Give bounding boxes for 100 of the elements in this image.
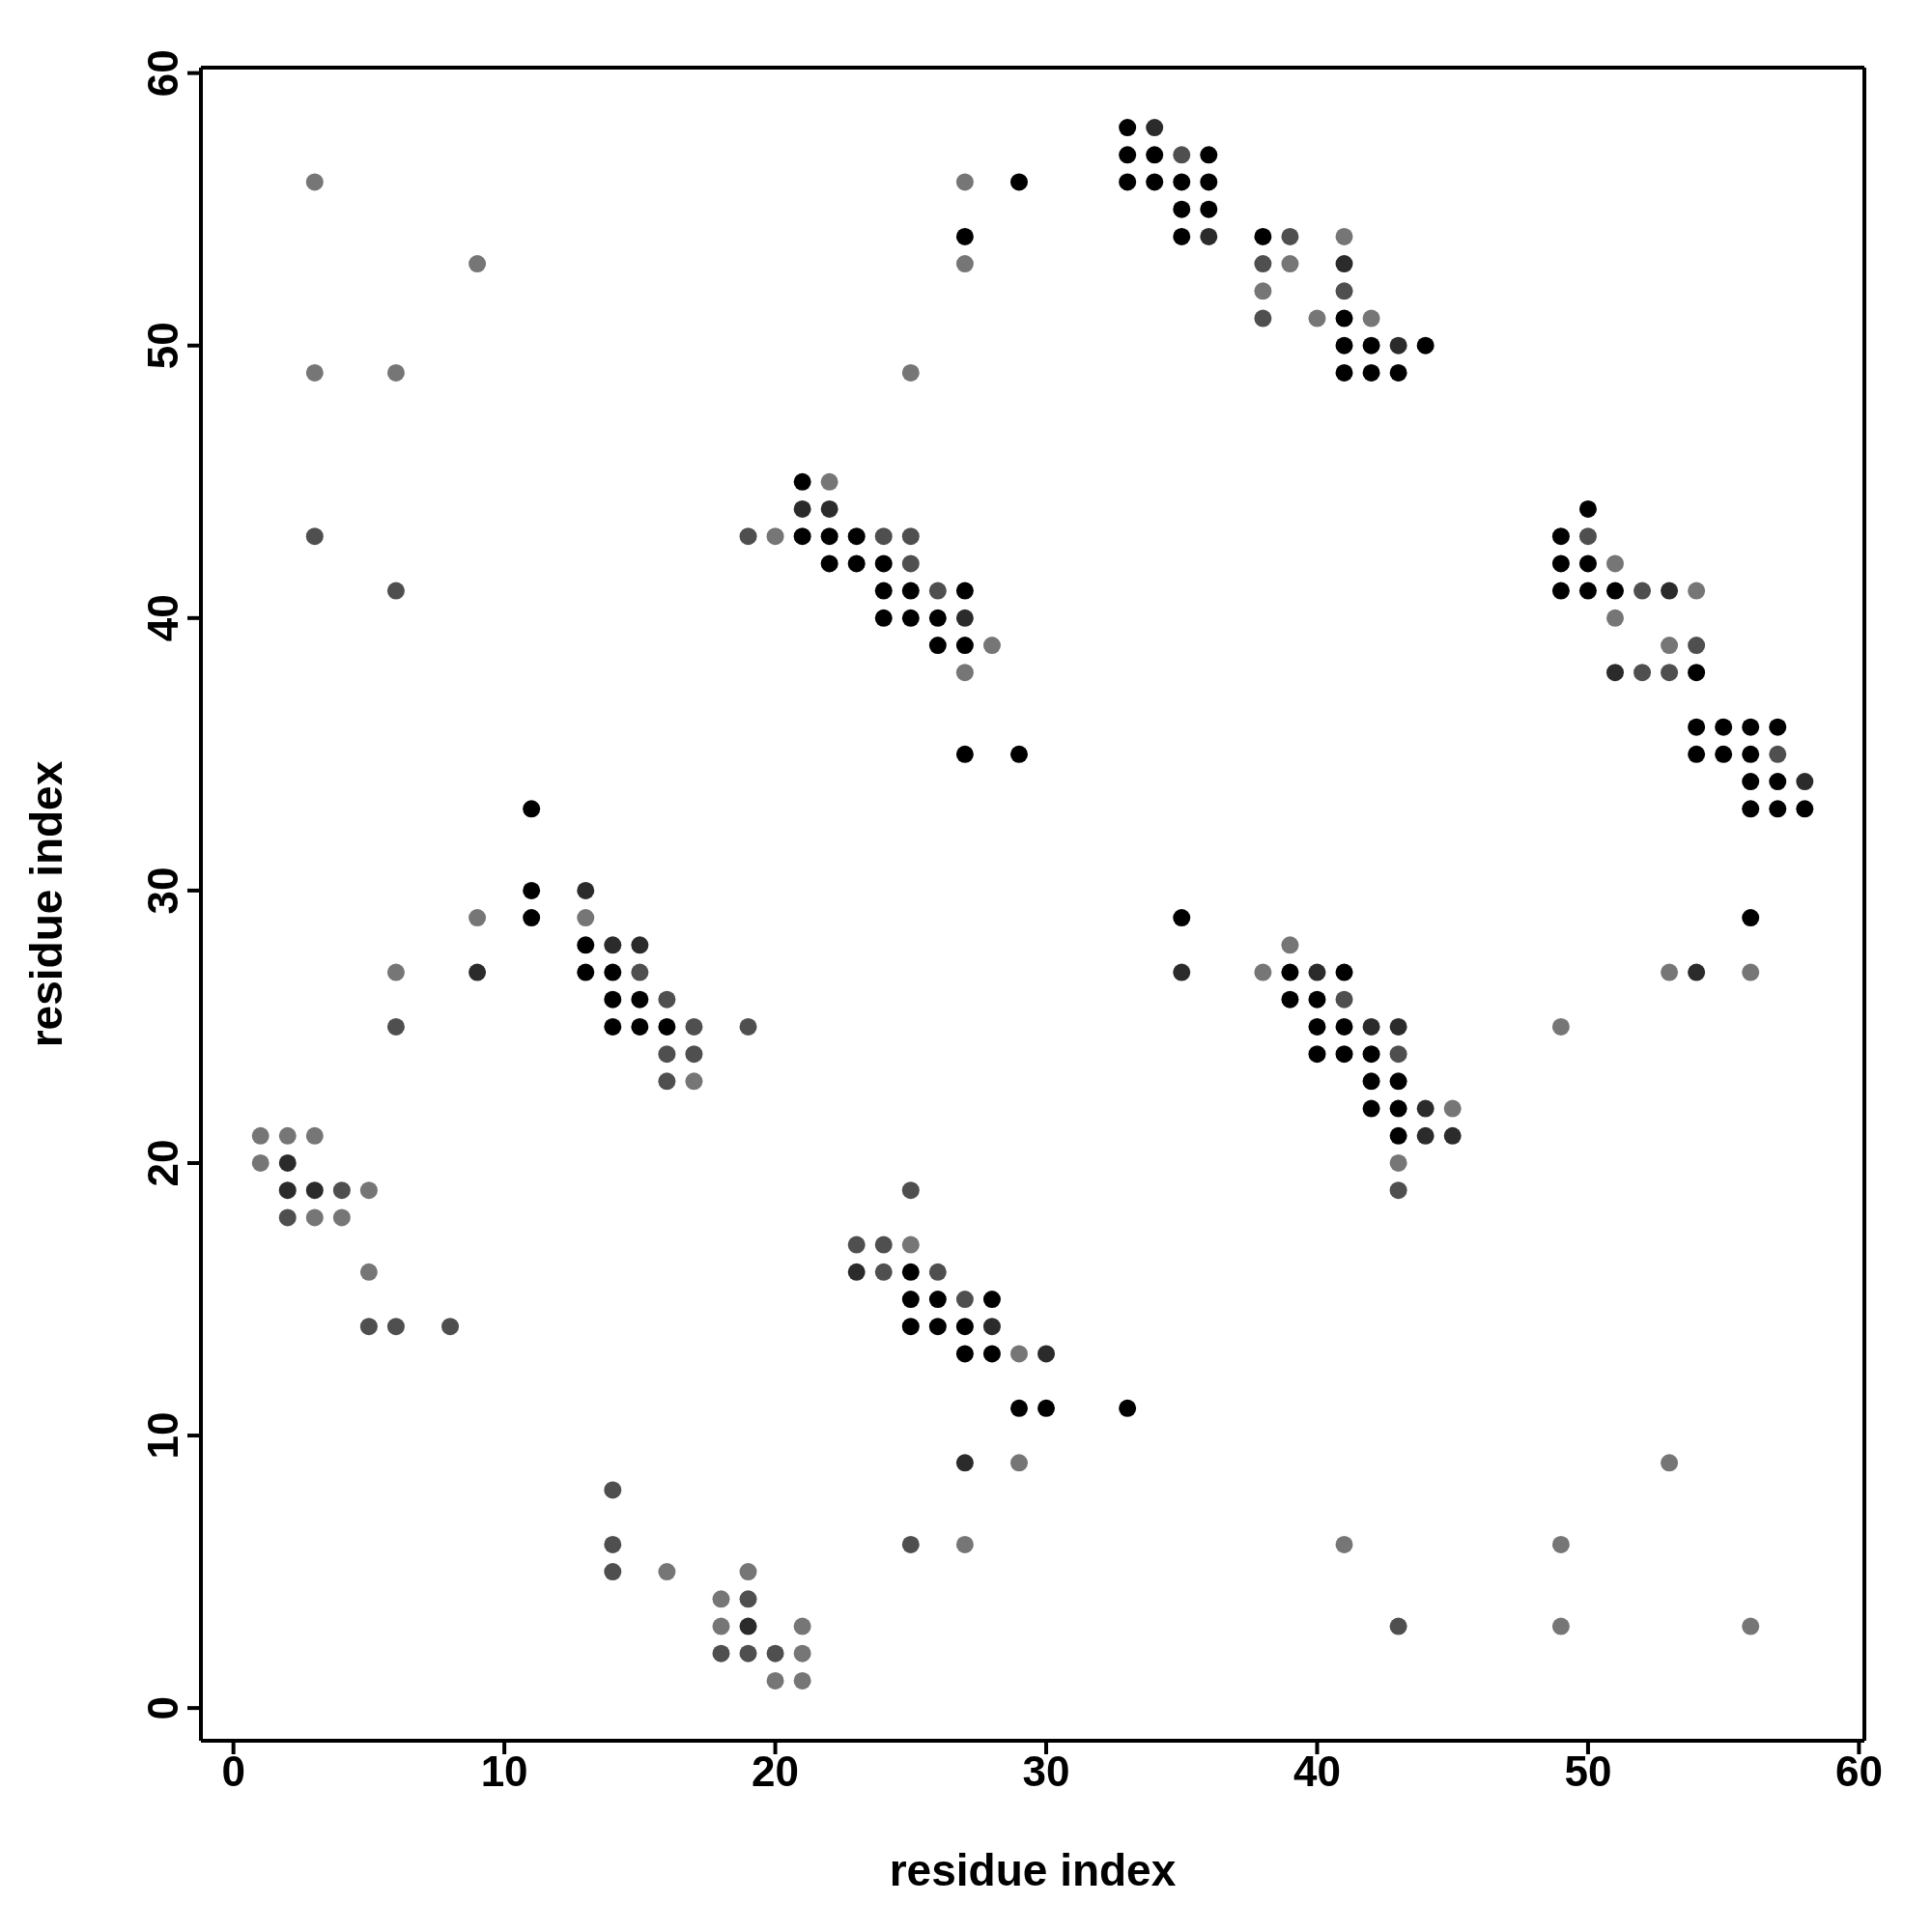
point <box>1769 745 1787 763</box>
y-tick-label: 40 <box>139 594 186 642</box>
point <box>658 1563 676 1581</box>
point <box>305 1181 324 1200</box>
point <box>1146 119 1164 137</box>
point <box>874 527 893 546</box>
x-axis-title: residue index <box>889 1845 1177 1895</box>
point <box>1335 990 1353 1009</box>
point <box>332 1181 351 1200</box>
point <box>1661 963 1679 981</box>
point <box>278 1126 297 1145</box>
point <box>1443 1099 1462 1118</box>
point <box>1037 1345 1056 1363</box>
point <box>305 363 324 382</box>
point <box>658 1045 676 1064</box>
point <box>712 1590 730 1608</box>
point <box>901 554 920 573</box>
point <box>1389 1045 1407 1064</box>
point <box>386 1318 405 1336</box>
point <box>658 990 676 1009</box>
point <box>1742 1617 1760 1635</box>
point <box>1254 282 1272 300</box>
point <box>1362 309 1380 327</box>
point <box>712 1644 730 1662</box>
point <box>1389 1153 1407 1172</box>
point <box>1661 1454 1679 1472</box>
point <box>982 1318 1001 1336</box>
point <box>1416 1099 1435 1118</box>
point <box>359 1263 378 1281</box>
point <box>251 1126 270 1145</box>
point <box>766 1644 784 1662</box>
y-tick-label: 60 <box>139 49 186 98</box>
point <box>847 1263 866 1281</box>
x-tick-label: 40 <box>1293 1747 1341 1796</box>
point <box>712 1617 730 1635</box>
point <box>685 1045 703 1064</box>
point <box>901 1181 920 1200</box>
point <box>739 527 757 546</box>
point <box>1362 1017 1380 1036</box>
point <box>469 909 487 927</box>
point <box>1009 1454 1028 1472</box>
point <box>739 1563 757 1581</box>
point <box>441 1318 460 1336</box>
point <box>577 881 595 899</box>
point <box>1281 227 1299 245</box>
point <box>820 472 838 491</box>
point <box>1634 582 1652 600</box>
point <box>386 1017 405 1036</box>
point <box>955 664 974 682</box>
point <box>1281 936 1299 954</box>
point <box>1688 582 1706 600</box>
point <box>901 1535 920 1553</box>
y-tick-label: 20 <box>139 1139 186 1187</box>
point <box>901 363 920 382</box>
point <box>1335 227 1353 245</box>
point <box>928 582 947 600</box>
point <box>1661 664 1679 682</box>
point <box>1308 963 1326 981</box>
point <box>1551 1017 1570 1036</box>
point <box>278 1153 297 1172</box>
point <box>1009 1345 1028 1363</box>
point <box>604 1563 622 1581</box>
point <box>955 1535 974 1553</box>
point <box>955 173 974 191</box>
point <box>982 637 1001 655</box>
point <box>1281 255 1299 273</box>
point <box>658 1072 676 1091</box>
point <box>1389 1617 1407 1635</box>
point <box>820 499 838 518</box>
point <box>739 1617 757 1635</box>
x-tick-label: 60 <box>1834 1747 1883 1796</box>
point <box>1335 255 1353 273</box>
point <box>1200 227 1218 245</box>
point <box>739 1017 757 1036</box>
y-axis-title: residue index <box>21 760 72 1048</box>
point <box>1796 773 1814 791</box>
point <box>1308 309 1326 327</box>
point <box>1254 309 1272 327</box>
point <box>631 936 649 954</box>
point <box>386 582 405 600</box>
point <box>386 363 405 382</box>
point <box>874 1236 893 1254</box>
y-tick-label: 10 <box>139 1411 186 1460</box>
point <box>359 1181 378 1200</box>
x-tick-label: 50 <box>1564 1747 1612 1796</box>
x-tick-label: 30 <box>1022 1747 1070 1796</box>
point <box>604 936 622 954</box>
point <box>793 1617 811 1635</box>
point <box>1661 637 1679 655</box>
point <box>1335 282 1353 300</box>
point <box>1335 1535 1353 1553</box>
point <box>1173 146 1191 164</box>
point <box>604 1535 622 1553</box>
point <box>955 255 974 273</box>
point <box>1416 1126 1435 1145</box>
y-tick-label: 0 <box>139 1695 186 1720</box>
point <box>305 1208 324 1227</box>
y-tick-label: 30 <box>139 867 186 915</box>
point <box>1661 582 1679 600</box>
point <box>305 527 324 546</box>
